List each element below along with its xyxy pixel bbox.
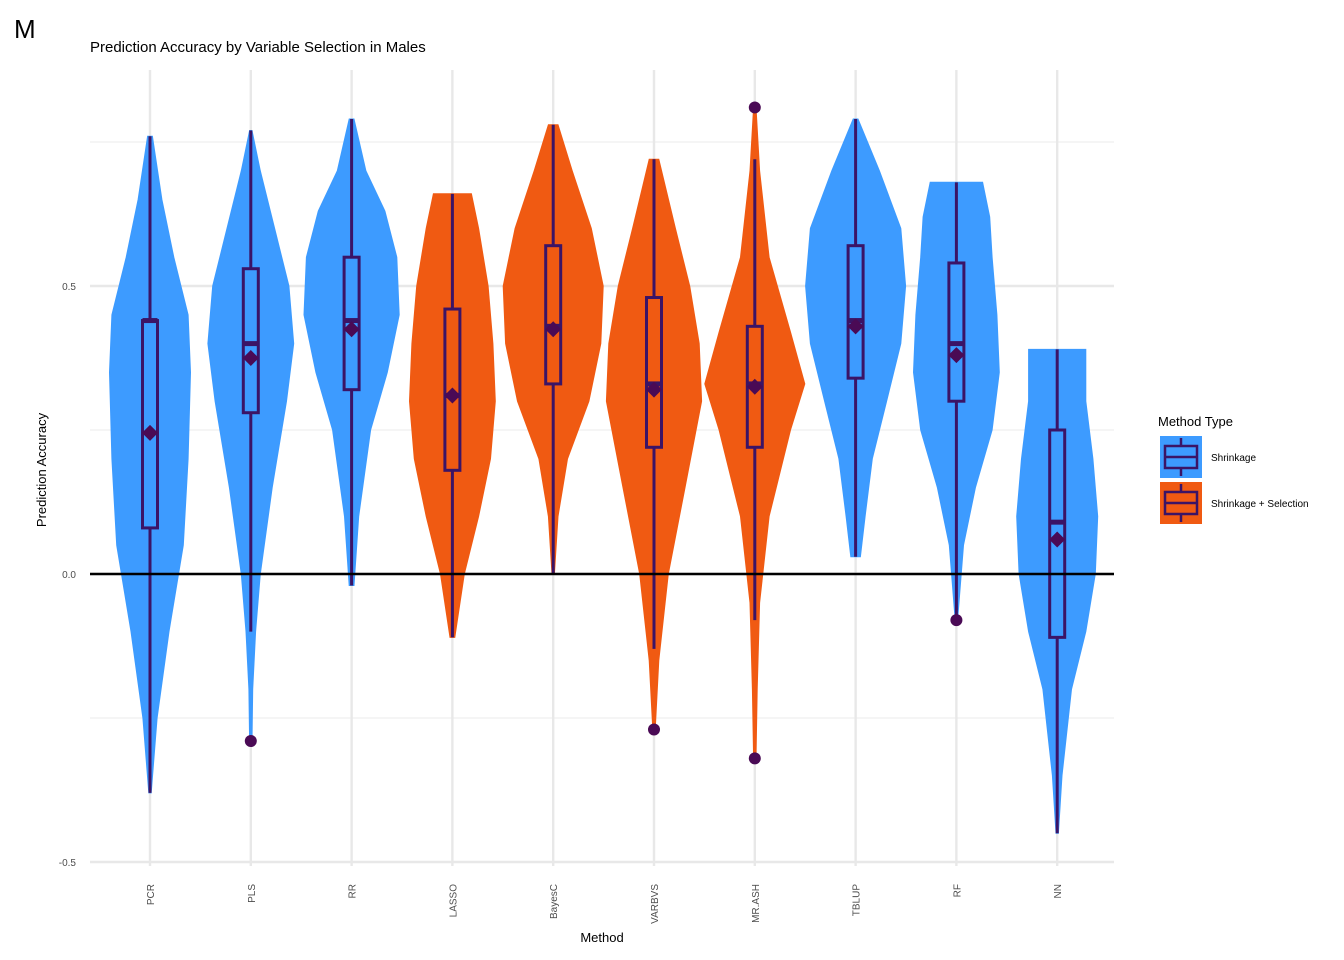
x-axis-title: Method <box>580 930 623 945</box>
mean-marker-TBLUP <box>847 318 864 335</box>
mean-marker-BayesC <box>545 321 562 338</box>
method-group-mr-ash <box>704 101 806 765</box>
legend-label: Shrinkage + Selection <box>1211 499 1309 510</box>
mean-marker-NN <box>1049 531 1066 548</box>
mean-marker-VARBVS <box>646 381 662 398</box>
mean-marker-LASSO <box>444 387 461 404</box>
mean-marker-PLS <box>242 350 259 366</box>
outlier-point-RF <box>950 614 963 627</box>
chart-title: Prediction Accuracy by Variable Selectio… <box>90 39 426 56</box>
box-BayesC <box>544 244 563 386</box>
method-group-pls <box>207 130 295 748</box>
x-tick-label: VARBVS <box>650 884 661 924</box>
outlier-point-MR.ASH <box>748 752 761 765</box>
outlier-point-VARBVS <box>648 723 660 736</box>
mean-marker-PCR <box>142 424 158 441</box>
x-tick-label: MR.ASH <box>751 884 762 923</box>
box-TBLUP <box>846 244 865 380</box>
method-group-rr <box>303 118 400 586</box>
x-tick-label: PLS <box>247 884 258 903</box>
method-group-tblup <box>805 118 907 558</box>
x-tick-label: BayesC <box>549 884 560 919</box>
y-tick-label: 0.5 <box>62 282 76 293</box>
method-group-pcr <box>108 135 192 794</box>
plot-area <box>108 101 1099 834</box>
method-group-varbvs <box>605 158 703 736</box>
box-PLS <box>241 267 260 415</box>
y-tick-label: 0.0 <box>62 570 76 581</box>
legend-item-shrinkage: Shrinkage <box>1160 436 1256 478</box>
outlier-point-MR.ASH <box>748 101 761 114</box>
legend: Method Type Shrinkage Shrinkage + Selecti… <box>1158 414 1309 524</box>
legend-title: Method Type <box>1158 414 1233 429</box>
x-tick-label: NN <box>1053 884 1064 898</box>
y-tick-label: -0.5 <box>59 858 77 869</box>
panel-label: M <box>14 14 36 44</box>
method-group-nn <box>1016 348 1099 834</box>
method-group-lasso <box>408 193 496 638</box>
method-group-rf <box>912 181 1000 627</box>
mean-marker-RF <box>948 347 965 364</box>
x-tick-label: LASSO <box>448 884 459 918</box>
y-axis-title: Prediction Accuracy <box>34 412 49 527</box>
x-tick-label: RR <box>348 884 359 898</box>
legend-label: Shrinkage <box>1211 453 1256 464</box>
outlier-point-PLS <box>244 735 257 748</box>
x-tick-label: RF <box>952 884 963 897</box>
x-tick-label: PCR <box>146 884 157 905</box>
box-PCR <box>141 319 159 530</box>
mean-marker-MR.ASH <box>746 378 763 395</box>
legend-item-shrinkage-selection: Shrinkage + Selection <box>1160 482 1309 524</box>
x-tick-label: TBLUP <box>852 884 863 917</box>
axes: -0.5 0.0 0.5 PCR PLS RR LASSO BayesC VARBVS MR.AS… <box>59 282 1114 924</box>
box-RF <box>947 261 966 403</box>
mean-marker-RR <box>343 321 360 338</box>
box-VARBVS <box>645 296 663 449</box>
method-group-bayesc <box>502 124 604 575</box>
